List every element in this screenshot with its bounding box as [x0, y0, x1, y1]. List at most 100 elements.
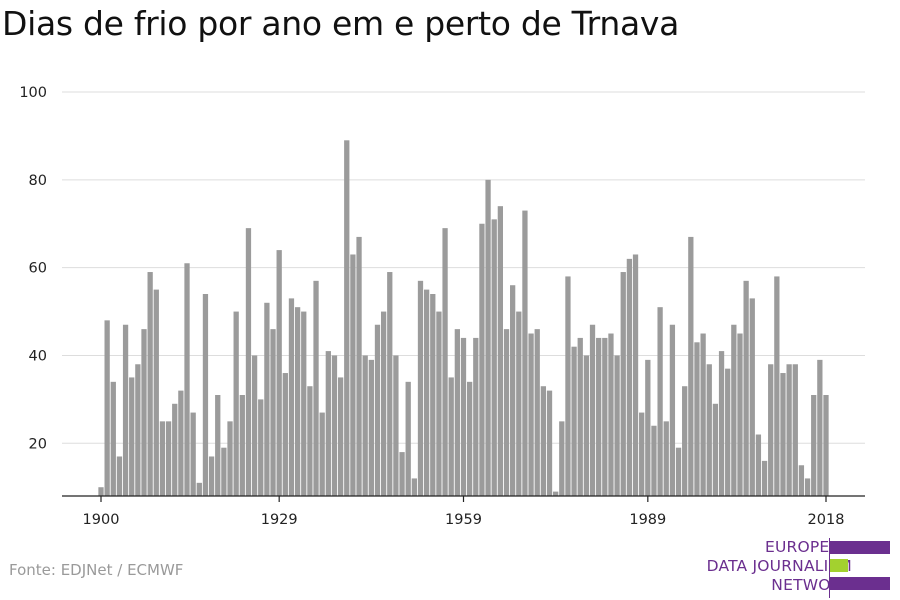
x-tick-label: 2018 — [808, 512, 845, 528]
bar-1970 — [528, 333, 534, 496]
bar-2002 — [725, 368, 731, 496]
bar-1981 — [596, 337, 602, 496]
bar-1951 — [411, 478, 417, 496]
bar-2008 — [761, 460, 768, 496]
bar-1960 — [467, 381, 473, 496]
bar-1995 — [682, 386, 688, 496]
bar-1997 — [694, 342, 700, 496]
bar-1943 — [362, 355, 368, 496]
bar-1910 — [159, 421, 166, 496]
bar-2014 — [798, 465, 805, 496]
bar-1999 — [706, 364, 712, 496]
bar-1942 — [356, 236, 362, 496]
bar-1949 — [399, 452, 405, 496]
bar-1926 — [258, 399, 264, 496]
bar-1991 — [657, 307, 663, 496]
bar-2015 — [804, 478, 811, 496]
y-tick-label: 40 — [29, 348, 47, 364]
source-note: Fonte: EDJNet / ECMWF — [9, 561, 184, 579]
bar-1971 — [534, 329, 540, 496]
y-tick-label: 80 — [29, 173, 47, 189]
bar-2011 — [780, 373, 786, 496]
logo-bar-middle — [830, 559, 848, 572]
bars — [98, 140, 829, 497]
x-tick-label: 1900 — [83, 512, 120, 528]
bar-1954 — [430, 294, 436, 496]
bar-1914 — [184, 263, 190, 496]
bar-1977 — [571, 346, 577, 496]
bar-1946 — [380, 311, 387, 496]
bar-1985 — [620, 272, 626, 496]
bar-1968 — [516, 311, 522, 496]
bar-1979 — [583, 355, 590, 496]
bar-1919 — [215, 395, 221, 496]
bar-1906 — [135, 364, 141, 496]
bar-1987 — [632, 254, 639, 496]
bar-1965 — [497, 206, 503, 497]
bar-1988 — [639, 412, 645, 496]
bar-1935 — [313, 280, 319, 496]
bar-1940 — [344, 140, 350, 497]
bar-1931 — [288, 298, 295, 496]
bar-1933 — [301, 311, 307, 496]
bar-1998 — [700, 333, 706, 496]
bar-1932 — [294, 307, 301, 496]
bar-2007 — [755, 434, 762, 496]
bar-1912 — [172, 403, 178, 496]
y-tick-label: 60 — [29, 261, 47, 277]
bar-2012 — [786, 364, 792, 496]
bar-1916 — [196, 482, 202, 496]
bar-1901 — [104, 320, 110, 496]
bar-2005 — [743, 280, 749, 496]
bar-1976 — [565, 276, 571, 496]
bar-1950 — [405, 381, 411, 496]
x-tick-label: 1929 — [261, 512, 298, 528]
bar-1964 — [491, 219, 497, 496]
bar-1936 — [319, 412, 325, 496]
bar-2006 — [749, 298, 755, 496]
x-tick-label: 1989 — [629, 512, 666, 528]
bar-1913 — [178, 390, 184, 496]
bar-1952 — [417, 280, 424, 496]
bar-1953 — [423, 289, 430, 496]
bar-1930 — [282, 373, 288, 496]
bar-1917 — [202, 294, 209, 496]
bar-1907 — [141, 329, 147, 496]
bar-1900 — [98, 487, 104, 496]
bar-1967 — [510, 285, 516, 496]
bar-1908 — [147, 272, 153, 496]
bar-1975 — [559, 421, 565, 496]
bar-1962 — [479, 223, 485, 497]
chart-title: Dias de frio por ano em e perto de Trnav… — [2, 4, 680, 43]
x-tick-label: 1959 — [445, 512, 482, 528]
bar-1990 — [651, 425, 657, 496]
bar-1986 — [626, 258, 633, 496]
bar-2013 — [792, 364, 798, 496]
bar-1922 — [233, 311, 239, 496]
bar-1957 — [448, 377, 454, 496]
bar-1969 — [522, 210, 528, 496]
bar-2009 — [768, 364, 774, 496]
bar-2001 — [718, 351, 725, 496]
bar-1918 — [208, 456, 215, 496]
bar-1924 — [245, 228, 252, 496]
y-tick-label: 20 — [29, 436, 47, 452]
logo-bar-top — [830, 541, 890, 554]
bar-1973 — [546, 390, 553, 496]
bar-2017 — [817, 359, 823, 496]
bar-1905 — [129, 377, 135, 496]
bar-2016 — [811, 395, 817, 496]
bar-1955 — [436, 311, 442, 496]
bar-1939 — [337, 377, 344, 496]
bar-1972 — [540, 386, 547, 496]
bar-1996 — [688, 236, 694, 496]
bar-1927 — [264, 302, 270, 496]
logo-line-data-journalism: DATA JOURNALISM — [706, 557, 852, 575]
bar-2018 — [823, 395, 829, 496]
bar-1947 — [387, 272, 393, 496]
bar-1989 — [645, 359, 651, 496]
bar-2003 — [731, 324, 737, 496]
bar-1983 — [608, 333, 614, 496]
bar-1915 — [190, 412, 196, 496]
